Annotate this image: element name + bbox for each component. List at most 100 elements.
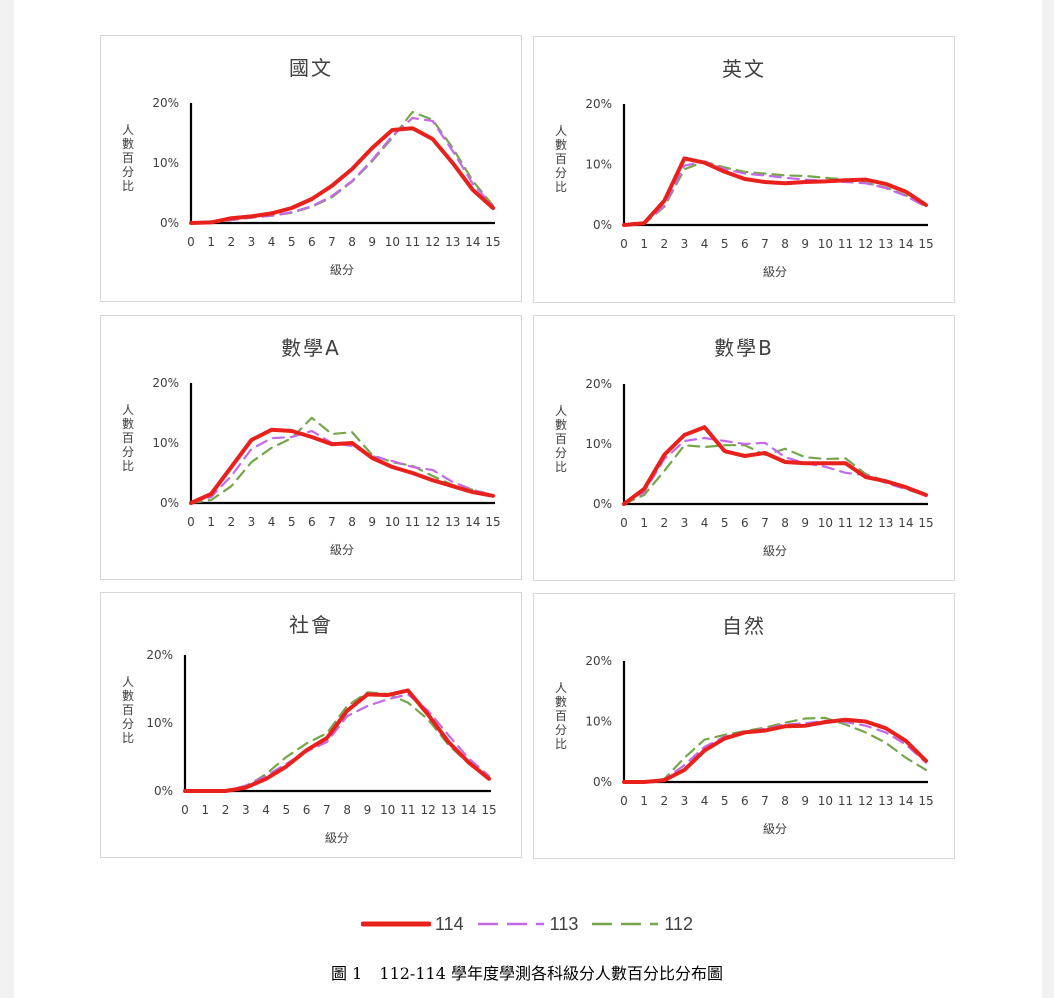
y-tick-label: 0% (160, 216, 179, 230)
x-tick-label: 12 (421, 803, 436, 817)
legend-label-112: 112 (664, 913, 694, 934)
x-tick-label: 13 (445, 235, 460, 249)
page-edge-right (1042, 0, 1054, 998)
x-tick-label: 14 (898, 237, 913, 251)
x-tick-label: 0 (187, 515, 195, 529)
x-tick-label: 6 (741, 794, 749, 808)
series-line-112 (622, 716, 928, 784)
x-tick-label: 8 (343, 803, 351, 817)
chart-title: 數學B (714, 336, 774, 360)
x-tick-label: 11 (838, 516, 853, 530)
x-tick-label: 12 (858, 516, 873, 530)
series-line-113 (183, 693, 491, 793)
x-tick-label: 0 (620, 516, 628, 530)
series-line-112 (622, 160, 928, 227)
x-tick-label: 8 (348, 235, 356, 249)
legend-swatch-114 (360, 921, 431, 927)
x-tick-label: 3 (681, 516, 689, 530)
x-axis-label: 級分 (763, 265, 788, 279)
x-tick-label: 8 (348, 515, 356, 529)
y-tick-label: 10% (585, 158, 612, 172)
x-tick-label: 3 (681, 237, 689, 251)
chart-panel: 數學A 人數百分比 級分 0% 10% 20% 0 1 2 3 4 5 6 7 8 9 10 11 12 13 14 15 (100, 315, 522, 580)
x-tick-label: 11 (405, 235, 420, 249)
y-tick-label: 0% (593, 775, 612, 789)
y-tick-label: 10% (585, 715, 612, 729)
x-tick-label: 5 (721, 794, 729, 808)
x-tick-label: 6 (308, 515, 316, 529)
chart-panel: 英文 人數百分比 級分 0% 10% 20% 0 1 2 3 4 5 6 7 8 9 10 11 12 13 14 15 (533, 36, 955, 303)
x-tick-label: 10 (380, 803, 395, 817)
x-tick-label: 1 (207, 235, 215, 249)
x-tick-label: 12 (858, 237, 873, 251)
series-line-114 (622, 156, 928, 227)
page-edge-left (0, 0, 14, 998)
x-tick-label: 14 (461, 803, 476, 817)
chart-title: 數學A (281, 336, 341, 360)
x-tick-label: 6 (308, 235, 316, 249)
x-tick-label: 7 (328, 515, 336, 529)
legend-swatch-112 (592, 922, 659, 926)
x-tick-label: 9 (801, 237, 809, 251)
y-tick-label: 10% (152, 156, 179, 170)
series-line-112 (622, 444, 928, 506)
x-tick-label: 1 (640, 516, 648, 530)
x-tick-label: 15 (918, 237, 933, 251)
x-tick-label: 9 (801, 516, 809, 530)
x-tick-label: 4 (701, 794, 709, 808)
legend: 114 113 112 (0, 910, 1054, 938)
y-axis-label: 人數百分比 (554, 681, 567, 751)
x-tick-label: 14 (898, 794, 913, 808)
chart-plot: 0%10%20%0 1 2 3 4 5 6 7 8 9 10 11 12 13 14 15 (146, 648, 496, 817)
x-tick-label: 1 (207, 515, 215, 529)
y-tick-label: 0% (593, 497, 612, 511)
y-tick-label: 0% (154, 784, 173, 798)
x-tick-label: 6 (741, 237, 749, 251)
x-tick-label: 15 (918, 516, 933, 530)
x-tick-label: 2 (660, 516, 668, 530)
x-axis-label: 級分 (325, 831, 350, 845)
x-tick-label: 9 (368, 515, 376, 529)
chart-panel: 自然 人數百分比 級分 0% 10% 20% 0 1 2 3 4 5 6 7 8 9 10 11 12 13 14 15 (533, 593, 955, 859)
chart-plot: 0%10%20%0 1 2 3 4 5 6 7 8 9 10 11 12 13 14 15 (585, 97, 933, 251)
series-line-114 (183, 688, 491, 793)
x-tick-label: 4 (701, 516, 709, 530)
x-tick-label: 2 (660, 237, 668, 251)
chart-panel: 數學B 人數百分比 級分 0% 10% 20% 0 1 2 3 4 5 6 7 8 9 10 11 12 13 14 15 (533, 315, 955, 581)
x-tick-label: 2 (660, 794, 668, 808)
chart-panel: 國文 人數百分比 級分 0% 10% 20% 0 1 2 3 4 5 6 7 8 9 10 11 12 13 14 15 (100, 35, 522, 302)
y-tick-label: 20% (585, 654, 612, 668)
x-tick-label: 4 (262, 803, 270, 817)
x-axis-label: 級分 (763, 822, 788, 836)
legend-label-114: 114 (434, 913, 464, 934)
y-tick-label: 10% (146, 716, 173, 730)
x-tick-label: 8 (781, 516, 789, 530)
x-tick-label: 14 (898, 516, 913, 530)
figure-caption-label: 圖 1 (331, 964, 363, 983)
y-tick-label: 20% (585, 97, 612, 111)
x-tick-label: 9 (801, 794, 809, 808)
x-tick-label: 4 (701, 237, 709, 251)
legend-item-112: 112 (590, 914, 693, 935)
x-tick-label: 2 (222, 803, 230, 817)
figure-caption-text: 112-114 學年度學測各科級分人數百分比分布圖 (379, 964, 723, 983)
x-tick-label: 7 (323, 803, 331, 817)
x-tick-label: 13 (441, 803, 456, 817)
y-axis-label: 人數百分比 (554, 124, 567, 194)
x-tick-label: 3 (242, 803, 250, 817)
chart-panel: 社會 人數百分比 級分 0% 10% 20% 0 1 2 3 4 5 6 7 8 9 10 11 12 13 14 15 (100, 592, 522, 858)
x-tick-label: 6 (303, 803, 311, 817)
x-tick-label: 10 (818, 237, 833, 251)
x-tick-label: 15 (481, 803, 496, 817)
x-tick-label: 11 (838, 794, 853, 808)
legend-label-113: 113 (549, 913, 579, 934)
legend-item-113: 113 (476, 913, 579, 935)
x-tick-label: 3 (248, 235, 256, 249)
y-axis-label: 人數百分比 (121, 123, 134, 193)
x-tick-label: 7 (761, 237, 769, 251)
chart-title: 自然 (722, 614, 766, 638)
chart-title: 英文 (722, 57, 766, 81)
series-line-112 (189, 416, 495, 505)
x-tick-label: 5 (288, 515, 296, 529)
x-axis-label: 級分 (763, 544, 788, 558)
